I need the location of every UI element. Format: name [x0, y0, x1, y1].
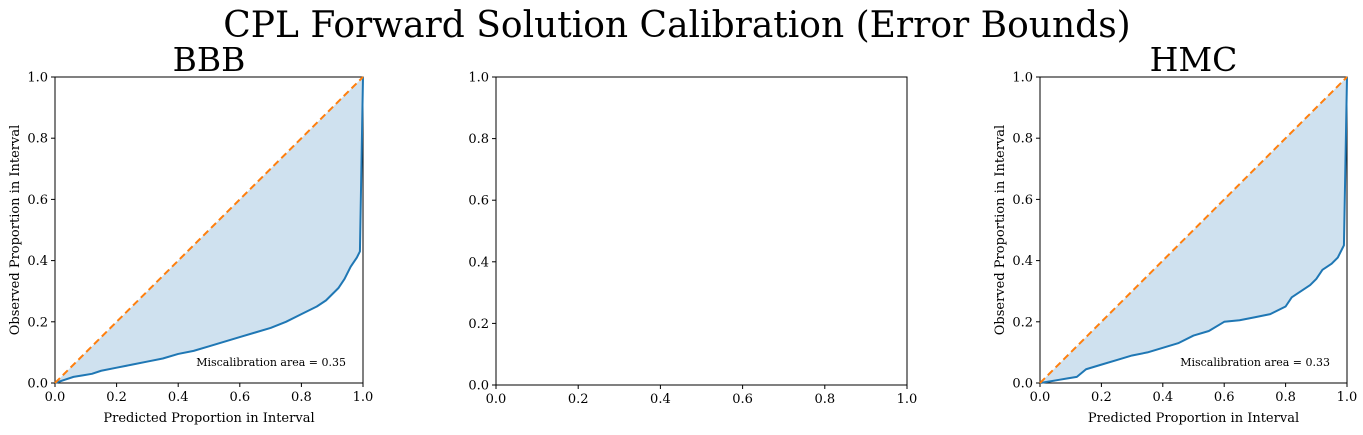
- x-tick-label: 0.6: [229, 390, 250, 405]
- x-tick-label: 0.8: [1275, 390, 1296, 405]
- y-axis-label: Observed Proportion in Interval: [993, 125, 1008, 335]
- y-tick-label: 0.6: [1012, 193, 1033, 208]
- miscalibration-annotation: Miscalibration area = 0.33: [1180, 356, 1330, 369]
- x-tick-label: 0.8: [814, 392, 835, 407]
- figure-suptitle: CPL Forward Solution Calibration (Error …: [223, 5, 1130, 46]
- ideal-diagonal-line: [1039, 76, 1348, 384]
- x-tick-label: 0.2: [1091, 390, 1112, 405]
- y-tick-label: 0.4: [468, 255, 489, 270]
- x-axis-label: Predicted Proportion in Interval: [103, 411, 314, 426]
- miscalibration-annotation: Miscalibration area = 0.35: [196, 356, 346, 369]
- y-tick-label: 0.6: [27, 193, 48, 208]
- y-tick-label: 0.0: [468, 379, 489, 394]
- y-tick-label: 0.2: [27, 315, 48, 330]
- y-tick-label: 0.2: [468, 317, 489, 332]
- x-tick-label: 0.6: [1214, 390, 1235, 405]
- x-tick-label: 0.4: [168, 390, 189, 405]
- axes-frame: [1039, 76, 1348, 384]
- ideal-diagonal-line: [54, 76, 364, 384]
- calibration-curve: [54, 76, 364, 384]
- y-tick-label: 0.8: [27, 132, 48, 147]
- y-tick-label: 1.0: [468, 71, 489, 86]
- x-tick-label: 1.0: [353, 390, 374, 405]
- y-tick-label: 1.0: [1012, 71, 1033, 86]
- axes-frame: [495, 76, 908, 386]
- y-tick-label: 0.4: [1012, 254, 1033, 269]
- x-tick-label: 0.2: [568, 392, 589, 407]
- x-tick-label: 0.0: [486, 392, 507, 407]
- x-tick-label: 0.4: [1152, 390, 1173, 405]
- y-tick-label: 0.4: [27, 254, 48, 269]
- subplot-2: 0.0 0.2 0.4 0.6 0.8 1.0 0.0 0.2 0.4 0.6 0.8 1.0: [468, 71, 917, 408]
- calibration-curve: [1039, 76, 1348, 384]
- x-tick-label: 0.6: [732, 392, 753, 407]
- subplot-title: HMC: [1150, 40, 1238, 79]
- x-tick-label: 0.4: [650, 392, 671, 407]
- y-tick-label: 0.8: [468, 132, 489, 147]
- subplot-panels: 0.0 0.2 0.4 0.6 0.8 1.0 0.0 0.2 0.4 0.6 0.8 1.0 BBB P…: [8, 40, 1357, 426]
- subplot-title: BBB: [173, 40, 246, 79]
- subplot-3: 0.0 0.2 0.4 0.6 0.8 1.0 0.0 0.2 0.4 0.6 0.8 1.0 HMC P…: [993, 40, 1357, 426]
- axes-frame: [54, 76, 364, 384]
- x-tick-label: 1.0: [1337, 390, 1358, 405]
- x-tick-label: 0.0: [45, 390, 66, 405]
- y-tick-label: 0.6: [468, 194, 489, 209]
- x-tick-label: 1.0: [897, 392, 918, 407]
- x-tick-label: 0.2: [106, 390, 127, 405]
- x-tick-label: 0.0: [1030, 390, 1051, 405]
- y-tick-label: 1.0: [27, 71, 48, 86]
- y-tick-label: 0.8: [1012, 132, 1033, 147]
- x-axis-label: Predicted Proportion in Interval: [1088, 411, 1299, 426]
- y-tick-label: 0.2: [1012, 315, 1033, 330]
- y-tick-label: 0.0: [27, 377, 48, 392]
- x-tick-label: 0.8: [291, 390, 312, 405]
- y-tick-label: 0.0: [1012, 377, 1033, 392]
- y-axis-label: Observed Proportion in Interval: [8, 125, 23, 335]
- subplot-1: 0.0 0.2 0.4 0.6 0.8 1.0 0.0 0.2 0.4 0.6 0.8 1.0 BBB P…: [8, 40, 373, 426]
